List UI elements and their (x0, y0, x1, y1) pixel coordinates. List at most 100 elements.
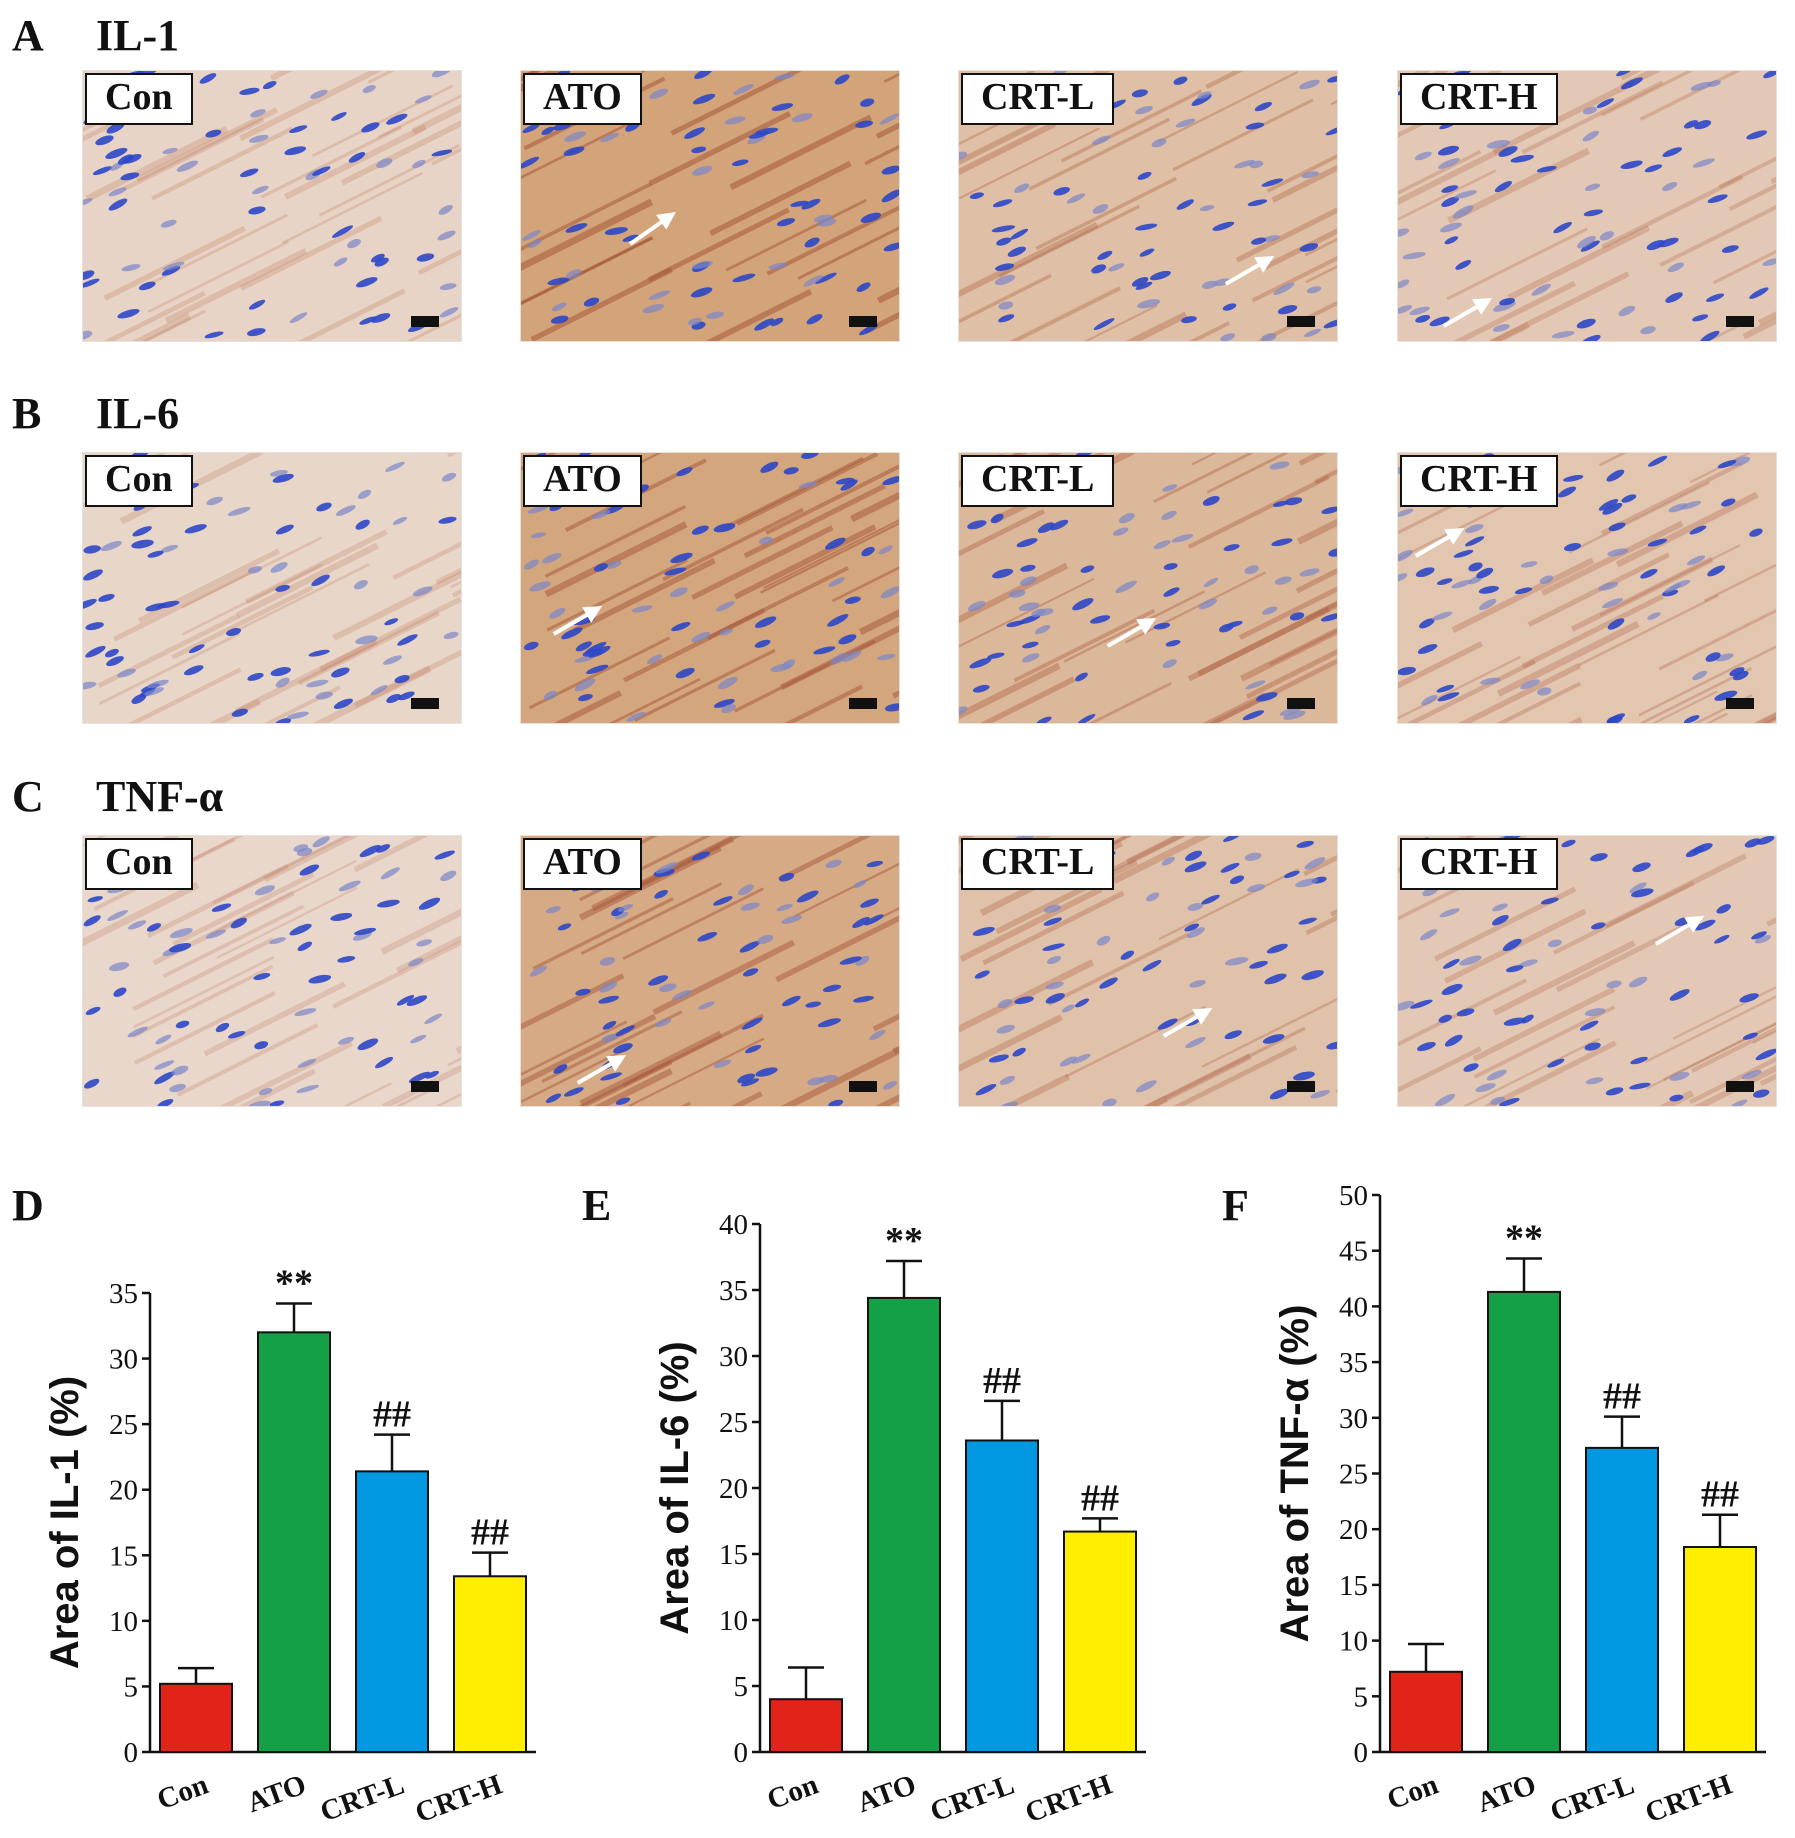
y-tick-label: 25 (109, 1409, 138, 1441)
y-tick-label: 30 (1339, 1403, 1368, 1435)
micrograph-crt-h: CRT-H (1397, 452, 1777, 724)
white-arrow-icon (1158, 1008, 1218, 1039)
x-tick-label: Con (763, 1769, 822, 1817)
white-arrow-icon (1438, 298, 1498, 329)
scale-bar (1287, 698, 1315, 709)
bar-ato (1487, 1290, 1561, 1753)
micrograph-ato: ATO (520, 70, 900, 342)
micrograph-crt-l: CRT-L (958, 70, 1338, 342)
y-tick-label: 25 (719, 1407, 748, 1439)
y-tick-label: 40 (1339, 1291, 1368, 1323)
significance-mark: ** (1505, 1217, 1543, 1259)
panel-letter-c: C (12, 772, 44, 821)
white-arrow-icon (623, 211, 683, 246)
micrograph-con: Con (82, 452, 462, 724)
scale-bar (1287, 1081, 1315, 1092)
bar-crt-l (355, 1470, 429, 1753)
group-label: ATO (523, 455, 642, 507)
group-label: CRT-L (961, 455, 1115, 507)
y-axis-label: Area of IL-1 (%) (43, 1376, 87, 1669)
group-label: CRT-L (961, 838, 1115, 890)
y-tick-label: 10 (719, 1605, 748, 1637)
bar-ato (257, 1331, 331, 1754)
panel-letter-b: B (12, 389, 42, 438)
y-tick-label: 15 (719, 1539, 748, 1571)
scale-bar (1726, 698, 1754, 709)
y-tick-label: 50 (1339, 1180, 1368, 1212)
y-tick-label: 10 (1339, 1626, 1368, 1658)
significance-mark: ## (373, 1394, 411, 1436)
group-label: Con (85, 73, 193, 125)
y-tick-label: 20 (719, 1473, 748, 1505)
significance-mark: ## (983, 1360, 1021, 1402)
x-tick-label: CRT-L (926, 1769, 1018, 1829)
panel-letter-e: E (582, 1181, 611, 1230)
y-tick-label: 35 (1339, 1347, 1368, 1379)
y-tick-label: 5 (124, 1671, 139, 1703)
bar-ato (867, 1296, 941, 1754)
x-tick-label: Con (1383, 1769, 1442, 1817)
scale-bar (411, 1081, 439, 1092)
y-axis-label: Area of IL-6 (%) (653, 1341, 697, 1634)
significance-mark: ** (885, 1220, 923, 1262)
y-tick-label: 20 (109, 1475, 138, 1507)
y-tick-label: 30 (719, 1341, 748, 1373)
y-tick-label: 30 (109, 1344, 138, 1376)
y-tick-label: 5 (1354, 1681, 1369, 1713)
micrograph-crt-h: CRT-H (1397, 835, 1777, 1107)
scale-bar (849, 316, 877, 327)
white-arrow-icon (1410, 528, 1470, 559)
y-tick-label: 20 (1339, 1514, 1368, 1546)
y-tick-label: 10 (109, 1606, 138, 1638)
micrograph-con: Con (82, 70, 462, 342)
white-arrow-icon (572, 1055, 632, 1086)
scale-bar (411, 316, 439, 327)
significance-mark: ** (275, 1262, 313, 1304)
bar-crt-l (965, 1439, 1039, 1753)
bar-crt-h (1063, 1530, 1137, 1754)
panel-letter-d: D (12, 1181, 44, 1230)
group-label: CRT-H (1400, 455, 1558, 507)
panel-letter-a: A (12, 11, 44, 60)
scale-bar (411, 698, 439, 709)
micrograph-con: Con (82, 835, 462, 1107)
significance-mark: ## (1081, 1477, 1119, 1519)
group-label: CRT-L (961, 73, 1115, 125)
white-arrow-icon (1220, 256, 1280, 287)
y-tick-label: 35 (109, 1278, 138, 1310)
significance-mark: ## (1603, 1376, 1641, 1418)
micrograph-ato: ATO (520, 452, 900, 724)
x-tick-label: CRT-H (411, 1768, 507, 1829)
x-tick-label: CRT-L (316, 1769, 408, 1829)
bar-crt-h (1683, 1546, 1757, 1754)
bar-con (1389, 1670, 1463, 1753)
scale-bar (1287, 316, 1315, 327)
row-title: IL-1 (96, 11, 180, 60)
x-tick-label: CRT-H (1021, 1768, 1117, 1829)
x-tick-label: CRT-L (1546, 1769, 1638, 1829)
y-tick-label: 40 (719, 1209, 748, 1241)
bar-crt-h (453, 1575, 527, 1753)
y-tick-label: 25 (1339, 1459, 1368, 1491)
scale-bar (849, 698, 877, 709)
x-tick-label: CRT-H (1641, 1768, 1737, 1829)
y-tick-label: 0 (1354, 1737, 1369, 1769)
scale-bar (1726, 1081, 1754, 1092)
scale-bar (849, 1081, 877, 1092)
x-tick-label: ATO (853, 1769, 920, 1820)
group-label: Con (85, 838, 193, 890)
micrograph-crt-l: CRT-L (958, 835, 1338, 1107)
group-label: ATO (523, 73, 642, 125)
x-tick-label: ATO (1473, 1769, 1540, 1820)
y-tick-label: 0 (124, 1737, 139, 1769)
white-arrow-icon (548, 606, 608, 637)
row-title: TNF-α (96, 772, 224, 821)
bar-crt-l (1585, 1446, 1659, 1754)
row-title: IL-6 (96, 389, 180, 438)
micrograph-ato: ATO (520, 835, 900, 1107)
significance-mark: ## (1701, 1474, 1739, 1516)
group-label: CRT-H (1400, 73, 1558, 125)
x-tick-label: ATO (243, 1769, 310, 1820)
y-tick-label: 0 (734, 1737, 749, 1769)
